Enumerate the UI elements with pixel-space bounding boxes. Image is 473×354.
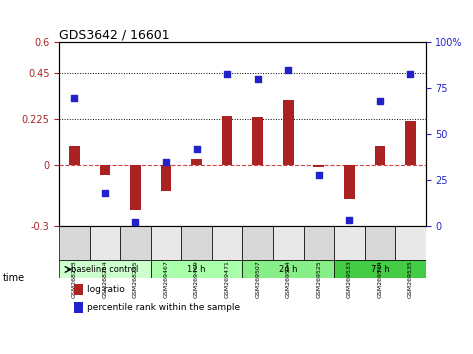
Bar: [375, 147, 385, 165]
Text: GSM269471: GSM269471: [225, 260, 229, 298]
Bar: [161, 165, 171, 191]
Text: GSM268253: GSM268253: [72, 260, 77, 298]
FancyBboxPatch shape: [59, 260, 151, 278]
FancyBboxPatch shape: [304, 226, 334, 260]
Text: GSM269533: GSM269533: [347, 260, 352, 298]
Text: GSM269524: GSM269524: [286, 260, 291, 298]
Text: GSM269507: GSM269507: [255, 260, 260, 298]
Bar: [69, 147, 80, 165]
Bar: [222, 116, 233, 165]
Point: [223, 71, 231, 76]
Text: percentile rank within the sample: percentile rank within the sample: [87, 303, 240, 312]
FancyBboxPatch shape: [59, 226, 90, 260]
Text: 72 h: 72 h: [370, 265, 389, 274]
Point: [346, 218, 353, 223]
Point: [101, 190, 109, 196]
Bar: [74, 302, 83, 313]
Point: [193, 146, 201, 152]
Text: GSM268255: GSM268255: [133, 260, 138, 298]
Text: 12 h: 12 h: [187, 265, 206, 274]
Text: time: time: [2, 273, 25, 283]
FancyBboxPatch shape: [151, 260, 242, 278]
FancyBboxPatch shape: [242, 260, 334, 278]
Point: [162, 159, 170, 165]
FancyBboxPatch shape: [365, 226, 395, 260]
FancyBboxPatch shape: [273, 226, 304, 260]
FancyBboxPatch shape: [212, 226, 242, 260]
Point: [254, 76, 262, 82]
Text: GSM269525: GSM269525: [316, 260, 321, 298]
Text: GSM269469: GSM269469: [194, 260, 199, 298]
FancyBboxPatch shape: [120, 226, 151, 260]
Text: GDS3642 / 16601: GDS3642 / 16601: [59, 28, 170, 41]
Text: baseline control: baseline control: [71, 265, 139, 274]
Text: GSM268254: GSM268254: [103, 260, 107, 298]
Bar: [252, 117, 263, 165]
FancyBboxPatch shape: [181, 226, 212, 260]
Text: GSM269467: GSM269467: [164, 260, 168, 298]
Bar: [130, 165, 141, 210]
Point: [284, 67, 292, 73]
Bar: [344, 165, 355, 199]
Bar: [283, 99, 294, 165]
Point: [407, 71, 414, 76]
Text: log ratio: log ratio: [87, 285, 124, 294]
FancyBboxPatch shape: [334, 260, 426, 278]
Bar: [314, 165, 324, 167]
FancyBboxPatch shape: [90, 226, 120, 260]
Point: [376, 98, 384, 104]
Text: GSM269534: GSM269534: [377, 260, 382, 298]
Point: [131, 219, 139, 225]
Bar: [74, 284, 83, 295]
Text: 24 h: 24 h: [279, 265, 298, 274]
FancyBboxPatch shape: [151, 226, 181, 260]
Text: GSM269535: GSM269535: [408, 260, 413, 298]
Point: [315, 172, 323, 177]
Bar: [191, 159, 202, 165]
Point: [70, 95, 78, 100]
FancyBboxPatch shape: [334, 226, 365, 260]
FancyBboxPatch shape: [242, 226, 273, 260]
FancyBboxPatch shape: [395, 226, 426, 260]
Bar: [405, 121, 416, 165]
Bar: [100, 165, 110, 175]
